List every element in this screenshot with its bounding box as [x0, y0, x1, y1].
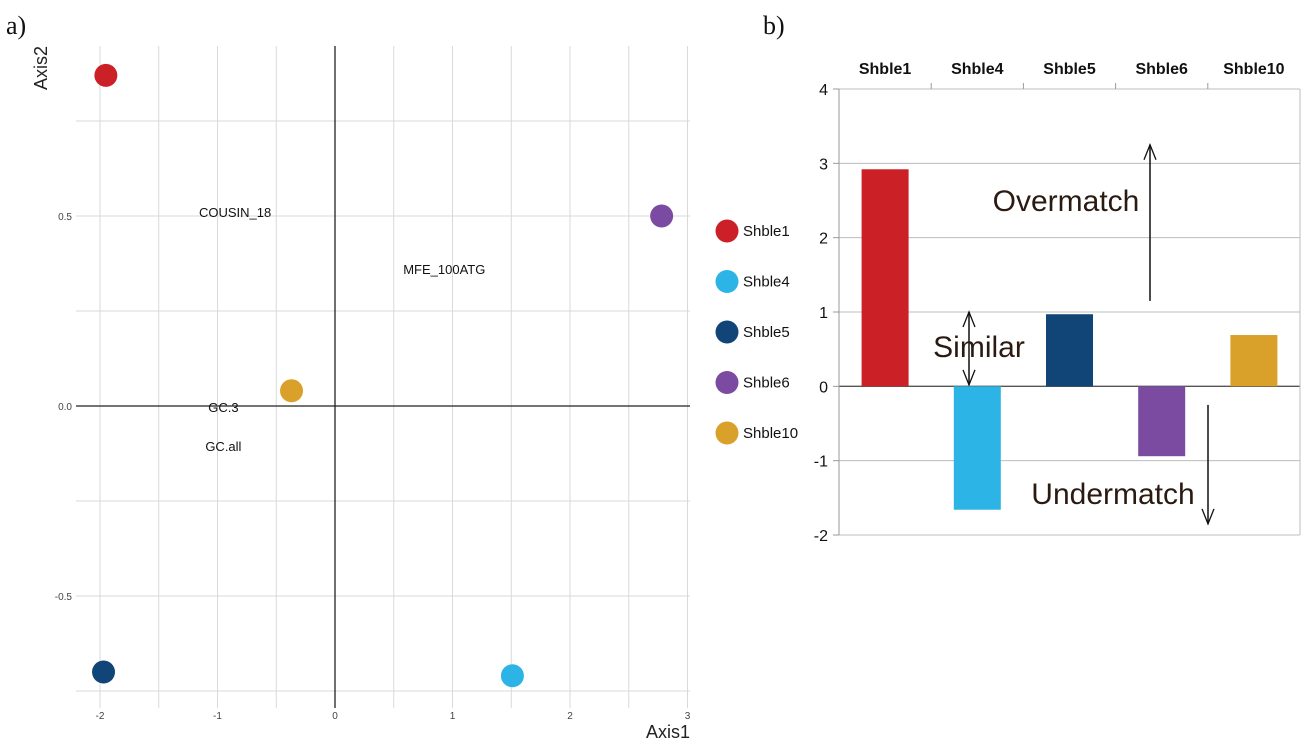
- bar-annotations: Overmatch Similar Undermatch: [933, 142, 1215, 526]
- y-tick-label: -0.5: [55, 592, 73, 603]
- y-tick-label: 3: [819, 156, 828, 173]
- legend-label: Shble5: [743, 324, 790, 341]
- scatter-axes: [76, 46, 690, 708]
- legend-label: Shble1: [743, 223, 790, 240]
- variable-label: MFE_100ATG: [403, 262, 485, 277]
- panel-a-label: a): [6, 11, 26, 40]
- scatter-point-shble5: [92, 660, 116, 684]
- bar-frame: [838, 83, 1301, 535]
- y-tick-label: 0.5: [58, 212, 72, 223]
- y-axis-title: Axis2: [31, 46, 51, 90]
- y-tick-label: -2: [814, 528, 828, 545]
- scatter-point-shble6: [650, 204, 674, 228]
- y-tick-label: 2: [819, 231, 828, 248]
- y-tick-label: 0.0: [58, 402, 72, 413]
- legend-label: Shble6: [743, 375, 790, 392]
- legend-marker-shble6: [715, 371, 739, 394]
- y-tick-label: -1: [814, 454, 828, 471]
- annotation-undermatch: Undermatch: [1031, 478, 1194, 511]
- x-tick-label: 1: [450, 711, 456, 722]
- panel-b-label: b): [763, 11, 785, 40]
- variable-label: COUSIN_18: [199, 205, 271, 220]
- x-tick-label: 2: [567, 711, 573, 722]
- legend-marker-shble1: [715, 219, 739, 243]
- scatter-points: [92, 63, 674, 688]
- bar-shble6: [1138, 386, 1186, 457]
- bar-shble5: [1046, 314, 1093, 387]
- y-tick-label: 1: [819, 305, 828, 322]
- x-tick-label: -1: [213, 711, 222, 722]
- annotation-similar: Similar: [933, 331, 1025, 364]
- scatter-legend: Shble1 Shble4 Shble5 Shble6 Shble10: [715, 219, 798, 445]
- annotation-overmatch: Overmatch: [993, 185, 1140, 218]
- legend-label: Shble4: [743, 274, 790, 291]
- variable-labels: COUSIN_18 MFE_100ATG GC.3 GC.all: [199, 205, 485, 454]
- bar-shble4: [953, 386, 1001, 510]
- category-label: Shble10: [1223, 61, 1284, 78]
- bars: [861, 169, 1278, 510]
- legend-marker-shble4: [715, 270, 739, 293]
- bar-y-ticks: -2 -1 0 1 2 3 4: [814, 82, 839, 545]
- scatter-grid: [76, 46, 690, 708]
- legend-label: Shble10: [743, 425, 798, 442]
- bar-grid: [839, 88, 1300, 536]
- legend-marker-shble10: [715, 421, 739, 445]
- legend-marker-shble5: [715, 320, 739, 344]
- x-tick-label: -2: [96, 711, 105, 722]
- category-label: Shble4: [951, 61, 1004, 78]
- bar-shble1: [861, 169, 909, 387]
- scatter-panel: a) -2 -1 0 1 2 3 0.5 0.0 -0.5 COUSIN_18 MFE_100A…: [6, 11, 798, 742]
- scatter-point-shble1: [94, 63, 118, 87]
- variable-label: GC.all: [205, 439, 241, 454]
- scatter-point-shble10: [280, 379, 304, 403]
- variable-label: GC.3: [208, 400, 238, 415]
- y-tick-label: 0: [819, 379, 828, 396]
- y-tick-label: 4: [819, 82, 828, 99]
- category-label: Shble6: [1135, 61, 1188, 78]
- bar-category-labels: Shble1 Shble4 Shble5 Shble6 Shble10: [859, 61, 1285, 78]
- category-label: Shble5: [1043, 61, 1096, 78]
- scatter-point-shble4: [500, 664, 524, 688]
- scatter-x-ticks: -2 -1 0 1 2 3: [96, 711, 691, 722]
- x-axis-title: Axis1: [646, 722, 690, 742]
- scatter-y-ticks: 0.5 0.0 -0.5: [55, 212, 73, 603]
- x-tick-label: 0: [332, 711, 338, 722]
- x-tick-label: 3: [685, 711, 691, 722]
- category-label: Shble1: [859, 61, 912, 78]
- bar-shble10: [1230, 335, 1278, 387]
